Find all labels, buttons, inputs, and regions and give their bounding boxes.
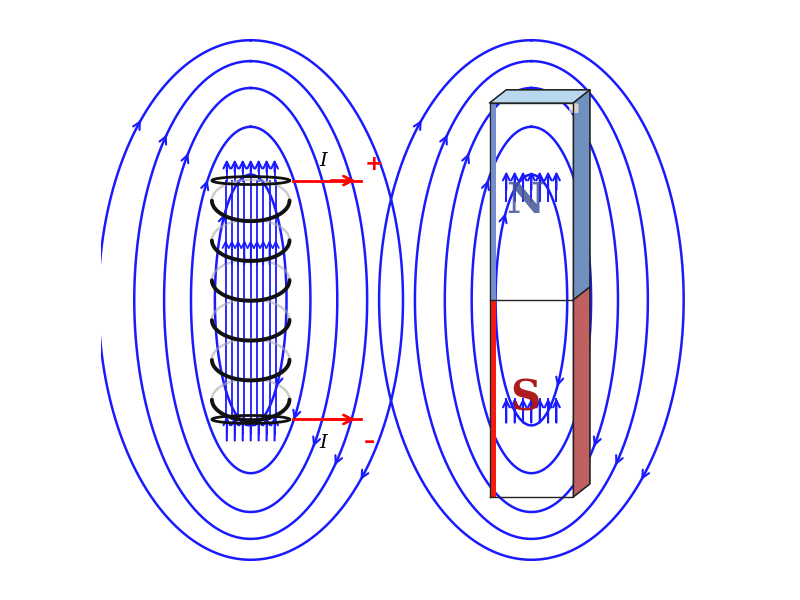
Bar [491,103,495,300]
Bar [491,300,494,497]
Bar [490,103,493,300]
Text: N: N [506,181,545,223]
Bar [492,300,495,497]
Bar [490,103,494,300]
Bar [491,300,494,497]
Bar [490,103,494,300]
Bar [491,300,494,497]
Bar [490,300,493,497]
Bar [490,103,494,300]
Bar [492,300,495,497]
Bar [492,103,495,300]
Bar [490,103,494,300]
Bar [492,103,495,300]
Bar [490,103,494,300]
Bar [490,300,494,497]
Bar [490,300,494,497]
Bar [492,300,495,497]
Polygon shape [573,287,590,497]
Bar [491,300,494,497]
Bar [490,103,493,300]
Bar [490,300,494,497]
Bar [491,103,495,300]
Bar [491,103,494,300]
Bar [490,300,494,497]
Bar [491,300,494,497]
Bar [491,300,495,497]
Text: –: – [364,432,375,452]
Bar [490,300,494,497]
Bar [490,103,494,300]
Bar [491,103,494,300]
Bar [492,103,496,300]
Bar [492,103,495,300]
Bar [491,103,494,300]
Polygon shape [573,287,590,300]
Bar [490,300,494,497]
Bar [491,103,494,300]
Bar [492,300,496,497]
Bar [492,300,495,497]
Bar [490,103,494,300]
Bar [490,300,494,497]
Bar [492,103,495,300]
FancyBboxPatch shape [569,104,578,113]
Bar [491,103,494,300]
Bar [490,103,494,300]
Bar [490,103,494,300]
Bar [491,300,494,497]
Bar [490,300,493,497]
Polygon shape [490,90,590,103]
Bar [490,300,493,497]
Bar [492,300,495,497]
Text: +: + [364,154,382,174]
Bar [490,300,494,497]
Bar [492,300,495,497]
Bar [492,103,495,300]
Bar [490,103,494,300]
Bar [491,300,495,497]
Bar [490,300,494,497]
Bar [492,103,495,300]
Text: I: I [319,434,327,452]
Bar [490,300,494,497]
Text: I: I [319,152,327,170]
Bar [491,103,494,300]
Bar [492,103,495,300]
Bar [490,103,493,300]
Bar [490,103,494,300]
Bar [492,300,495,497]
Text: S: S [510,377,541,419]
Polygon shape [573,90,590,300]
Bar [490,300,494,497]
